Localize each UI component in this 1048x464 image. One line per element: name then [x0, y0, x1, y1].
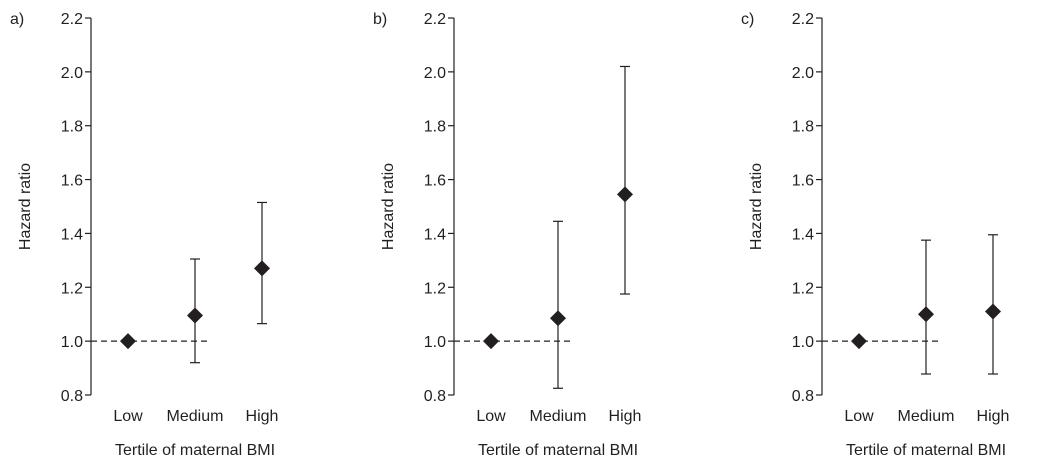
x-tick-label: High — [977, 408, 1010, 425]
x-axis-title: Tertile of maternal BMI — [846, 442, 1006, 459]
x-axis-title: Tertile of maternal BMI — [115, 442, 275, 459]
x-axis-ticks: Low Medium High — [844, 408, 1009, 425]
y-tick-label: 1.4 — [424, 226, 446, 243]
x-tick-label: Medium — [167, 408, 224, 425]
diamond-marker — [483, 333, 499, 350]
error-bar — [620, 65, 630, 295]
y-tick-label: 1.6 — [61, 173, 83, 190]
x-axis-title: Tertile of maternal BMI — [478, 442, 638, 459]
y-tick-label: 1.2 — [792, 280, 814, 297]
y-tick-label: 1.8 — [61, 119, 83, 136]
x-tick-label: High — [609, 408, 642, 425]
panel-label: b) — [373, 11, 387, 28]
y-tick-label: 0.8 — [792, 388, 814, 405]
data-points — [483, 65, 633, 389]
y-tick-label: 2.2 — [61, 11, 83, 28]
y-tick-label: 2.0 — [424, 65, 446, 82]
y-tick-label: 2.0 — [61, 65, 83, 82]
y-tick-label: 1.8 — [424, 119, 446, 136]
x-axis-ticks: Low Medium High — [476, 408, 641, 425]
y-tick-label: 0.8 — [61, 388, 83, 405]
y-axis-title: Hazard ratio — [748, 163, 765, 250]
x-tick-label: Low — [476, 408, 506, 425]
y-axis-title: Hazard ratio — [17, 163, 34, 250]
y-tick-label: 1.6 — [424, 173, 446, 190]
data-points — [120, 201, 270, 364]
y-tick-label: 2.2 — [792, 11, 814, 28]
panel-label: c) — [741, 11, 754, 28]
chart-panel: a) 0.8 1.0 1.2 1.4 1.6 1.8 2.0 2.2 Hazard ratio Lo… — [10, 11, 278, 459]
y-tick-label: 1.8 — [792, 119, 814, 136]
x-tick-label: Low — [844, 408, 874, 425]
data-points — [851, 234, 1001, 375]
y-tick-label: 1.4 — [792, 226, 814, 243]
y-tick-label: 0.8 — [424, 388, 446, 405]
error-bar — [553, 220, 563, 389]
chart-panel: c) 0.8 1.0 1.2 1.4 1.6 1.8 2.0 2.2 Hazard ratio Lo… — [741, 11, 1009, 459]
y-tick-label: 1.4 — [61, 226, 83, 243]
y-tick-label: 1.6 — [792, 173, 814, 190]
y-tick-label: 2.2 — [424, 11, 446, 28]
y-tick-label: 1.0 — [424, 334, 446, 351]
diamond-marker — [918, 306, 934, 323]
y-axis-ticks: 0.8 1.0 1.2 1.4 1.6 1.8 2.0 2.2 — [61, 11, 91, 405]
y-tick-label: 2.0 — [792, 65, 814, 82]
x-tick-label: High — [246, 408, 279, 425]
y-axis-title: Hazard ratio — [380, 163, 397, 250]
y-tick-label: 1.0 — [792, 334, 814, 351]
diamond-marker — [254, 260, 270, 277]
y-tick-label: 1.2 — [61, 280, 83, 297]
y-tick-label: 1.2 — [424, 280, 446, 297]
chart-panel: b) 0.8 1.0 1.2 1.4 1.6 1.8 2.0 2.2 Hazard ratio Lo… — [373, 11, 641, 459]
y-tick-label: 1.0 — [61, 334, 83, 351]
diamond-marker — [985, 303, 1001, 320]
panel-label: a) — [10, 11, 24, 28]
x-tick-label: Low — [113, 408, 143, 425]
y-axis-ticks: 0.8 1.0 1.2 1.4 1.6 1.8 2.0 2.2 — [792, 11, 822, 405]
x-tick-label: Medium — [530, 408, 587, 425]
diamond-marker — [187, 307, 203, 324]
diamond-marker — [617, 186, 633, 203]
x-axis-ticks: Low Medium High — [113, 408, 278, 425]
diamond-marker — [550, 310, 566, 327]
diamond-marker — [120, 333, 136, 350]
x-tick-label: Medium — [898, 408, 955, 425]
diamond-marker — [851, 333, 867, 350]
y-axis-ticks: 0.8 1.0 1.2 1.4 1.6 1.8 2.0 2.2 — [424, 11, 454, 405]
